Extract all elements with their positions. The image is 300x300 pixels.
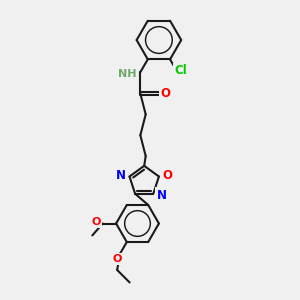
Text: O: O bbox=[162, 169, 172, 182]
Text: O: O bbox=[112, 254, 122, 264]
Text: N: N bbox=[116, 169, 126, 182]
Text: Cl: Cl bbox=[175, 64, 188, 77]
Text: N: N bbox=[157, 189, 166, 202]
Text: O: O bbox=[92, 217, 101, 227]
Text: O: O bbox=[160, 87, 170, 100]
Text: NH: NH bbox=[118, 69, 137, 79]
